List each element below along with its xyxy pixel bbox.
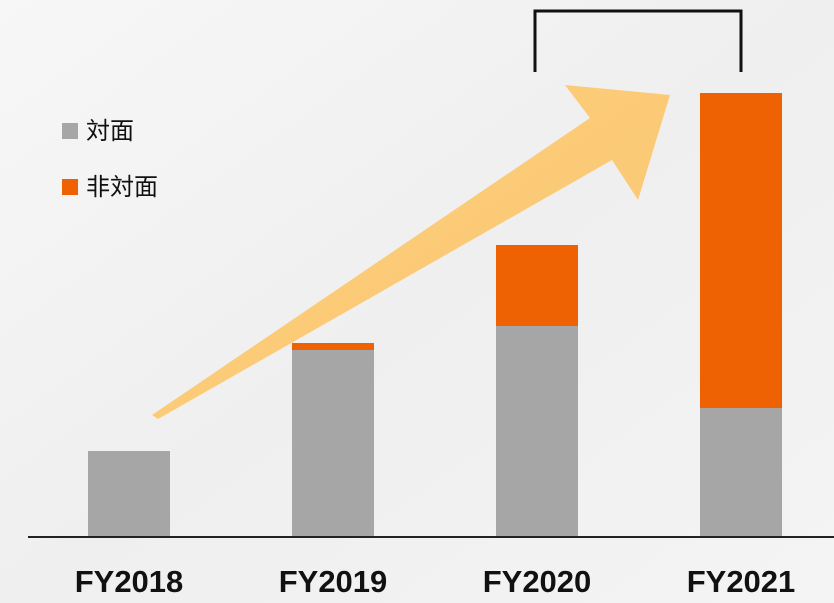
bar-segment <box>88 451 170 537</box>
bracket <box>533 9 743 72</box>
bar-segment <box>700 408 782 537</box>
growth-arrow <box>152 85 670 419</box>
bars <box>88 93 782 537</box>
legend-swatch <box>62 179 78 195</box>
bar-segment <box>700 93 782 408</box>
x-tick-label: FY2018 <box>75 564 184 599</box>
bar-segment <box>292 350 374 537</box>
x-tick-label: FY2020 <box>483 564 592 599</box>
bar-segment <box>496 326 578 537</box>
legend-label: 非対面 <box>86 173 158 201</box>
x-tick-label: FY2021 <box>687 564 796 599</box>
bar-segment <box>496 245 578 326</box>
legend-swatch <box>62 123 78 139</box>
legend-label: 対面 <box>86 117 134 145</box>
bar-segment <box>292 343 374 350</box>
x-tick-label: FY2019 <box>279 564 388 599</box>
